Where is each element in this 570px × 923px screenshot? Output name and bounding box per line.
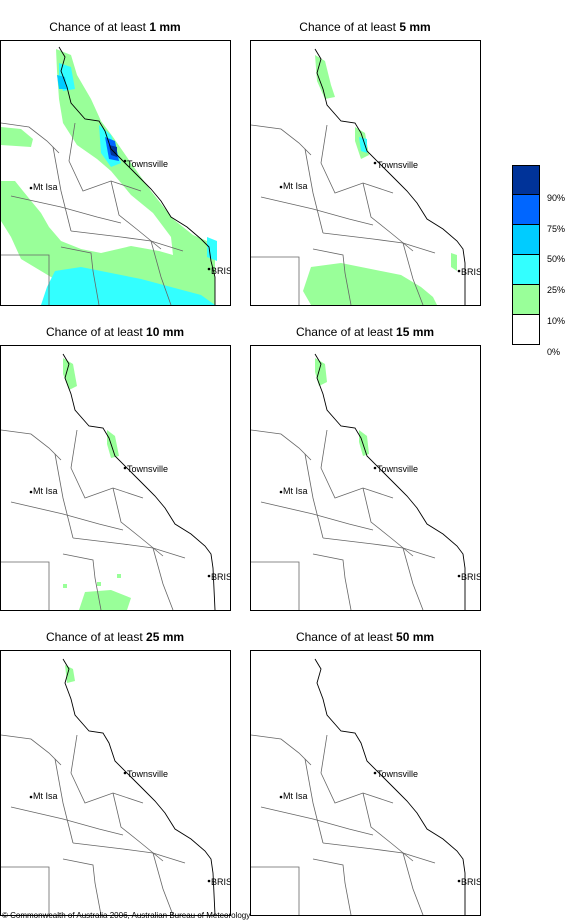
mt-isa-marker (29, 186, 33, 190)
map-1mm: Townsville Mt Isa BRIS (0, 40, 231, 306)
mt-isa-label: Mt Isa (33, 486, 58, 496)
panel-title-15mm: Chance of at least 15 mm (295, 325, 435, 339)
probability-shading (65, 665, 75, 683)
mt-isa-label: Mt Isa (283, 486, 308, 496)
legend-label-10: 10% (547, 316, 566, 326)
probability-shading (63, 358, 131, 610)
map-50mm: Townsville Mt Isa BRIS (250, 650, 481, 916)
bris-label: BRIS (461, 572, 481, 582)
bris-label: BRIS (211, 877, 231, 887)
map-10mm-graphic (1, 353, 216, 610)
mt-isa-label: Mt Isa (283, 791, 308, 801)
legend-label-25: 25% (547, 285, 566, 295)
legend-color-bar (512, 165, 540, 345)
probability-shading (1, 49, 217, 305)
boundaries (251, 48, 466, 305)
townsville-label: Townsville (377, 769, 419, 779)
townsville-label: Townsville (377, 160, 419, 170)
townsville-label: Townsville (127, 464, 169, 474)
legend-swatch-75 (512, 195, 540, 225)
probability-shading (303, 55, 457, 305)
boundaries (251, 658, 466, 915)
mt-isa-label: Mt Isa (33, 791, 58, 801)
bris-label: BRIS (211, 572, 231, 582)
boundaries (1, 353, 216, 610)
bris-label: BRIS (461, 877, 481, 887)
townsville-label: Townsville (127, 769, 169, 779)
legend-label-50: 50% (547, 254, 566, 264)
map-15mm: Townsville Mt Isa BRIS (250, 345, 481, 611)
townsville-label: Townsville (377, 464, 419, 474)
map-25mm: Townsville Mt Isa BRIS (0, 650, 231, 916)
bris-label: BRIS (211, 266, 231, 276)
legend-swatch-0 (512, 315, 540, 345)
boundaries (1, 46, 216, 305)
probability-shading (315, 358, 369, 456)
map-5mm: Townsville Mt Isa BRIS (250, 40, 481, 306)
panel-title-5mm: Chance of at least 5 mm (299, 20, 431, 34)
townsville-marker (123, 159, 127, 163)
mt-isa-label: Mt Isa (283, 181, 308, 191)
map-5mm-graphic (251, 48, 466, 305)
legend-label-0: 0% (547, 347, 561, 357)
townsville-label: Townsville (127, 159, 169, 169)
map-1mm-graphic (1, 46, 217, 305)
mt-isa-label: Mt Isa (33, 182, 58, 192)
legend-label-75: 75% (547, 224, 566, 234)
legend-swatch-25 (512, 255, 540, 285)
bris-label: BRIS (461, 267, 481, 277)
map-50mm-graphic (251, 658, 466, 915)
legend-label-90: 90% (547, 193, 566, 203)
boundaries (1, 658, 216, 915)
map-25mm-graphic (1, 658, 216, 915)
bris-marker (207, 267, 211, 271)
panel-title-10mm: Chance of at least 10 mm (45, 325, 185, 339)
panel-title-1mm: Chance of at least 1 mm (49, 20, 181, 34)
copyright-text: © Commonwealth of Australia 2006, Austra… (2, 911, 251, 920)
legend-swatch-90 (512, 165, 540, 195)
map-15mm-graphic (251, 353, 466, 610)
legend-swatch-50 (512, 225, 540, 255)
legend-swatch-10 (512, 285, 540, 315)
map-10mm: Townsville Mt Isa BRIS (0, 345, 231, 611)
panel-title-25mm: Chance of at least 25 mm (45, 630, 185, 644)
boundaries (251, 353, 466, 610)
panel-title-50mm: Chance of at least 50 mm (295, 630, 435, 644)
